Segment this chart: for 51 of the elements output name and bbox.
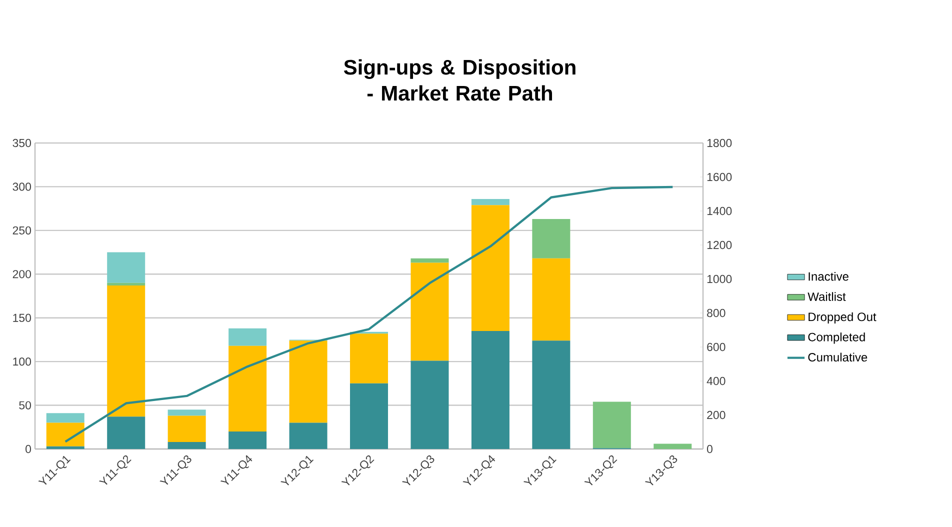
y-tick-label: 350 [12, 138, 32, 148]
bar [350, 334, 388, 384]
bar [410, 258, 449, 263]
bar [592, 402, 631, 448]
bar [107, 286, 146, 417]
bar [168, 416, 206, 442]
bar [471, 330, 510, 449]
legend-label: Completed [808, 332, 865, 344]
bar [289, 340, 328, 423]
y-tick-label: 150 [13, 314, 32, 322]
y-tick-label: 250 [12, 226, 32, 234]
y-tick-label: 100 [13, 358, 32, 366]
y2-tick-label: 1800 [707, 138, 732, 148]
bar [46, 422, 84, 446]
legend-label: Cumulative [808, 352, 868, 362]
bar [350, 383, 388, 449]
y-tick-label: 50 [19, 401, 32, 410]
y-tick-label: 300 [12, 182, 32, 191]
y2-tick-label: 1400 [707, 206, 732, 216]
y2-tick-label: 600 [707, 342, 726, 352]
bar [228, 328, 267, 346]
y2-tick-label: 200 [707, 410, 726, 420]
bar [46, 446, 84, 449]
bar [532, 219, 570, 258]
y2-tick-label: 400 [706, 376, 726, 386]
bar [532, 340, 570, 449]
bar [532, 258, 570, 341]
legend-label: Dropped Out [808, 312, 876, 324]
chart-title: Sign-ups & Disposition - Market Rate Path [344, 59, 576, 101]
bar [289, 422, 328, 449]
legend-label: Inactive [808, 272, 848, 281]
bar [107, 282, 146, 286]
y2-tick-label: 800 [707, 308, 726, 318]
bar [471, 205, 510, 331]
bar [228, 432, 267, 449]
y2-tick-label: 1200 [707, 240, 732, 250]
y2-tick-label: 1000 [707, 274, 732, 284]
bar [46, 413, 84, 423]
bar [471, 198, 510, 206]
y-tick-label: 200 [12, 270, 32, 278]
bar [410, 262, 449, 361]
bar [107, 252, 146, 283]
bar [228, 346, 267, 432]
bar [654, 444, 692, 449]
legend-label: Waitlist [808, 292, 846, 301]
y2-tick-label: 0 [707, 444, 712, 454]
y-tick-label: 0 [26, 444, 32, 454]
bar [168, 410, 206, 416]
bar [410, 360, 449, 449]
bar [168, 442, 206, 449]
y2-tick-label: 1600 [707, 172, 732, 182]
